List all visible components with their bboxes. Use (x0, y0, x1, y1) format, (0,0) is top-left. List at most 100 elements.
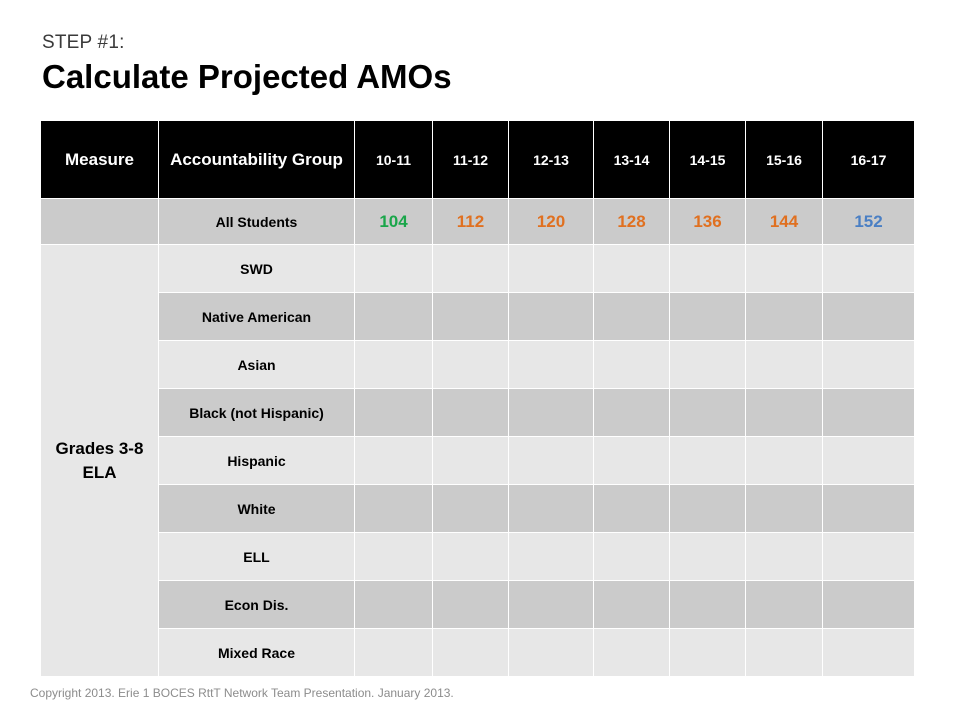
empty-cell (745, 292, 823, 341)
empty-cell (822, 244, 915, 293)
empty-cell (745, 436, 823, 485)
empty-cell (432, 340, 509, 389)
table-row: Black (not Hispanic) (41, 388, 915, 437)
empty-cell (508, 484, 594, 533)
empty-cell (593, 532, 670, 581)
header-year: 12-13 (508, 120, 594, 199)
empty-cell (354, 628, 433, 677)
empty-cell (432, 388, 509, 437)
empty-cell (822, 292, 915, 341)
empty-cell (354, 484, 433, 533)
header-year: 11-12 (432, 120, 509, 199)
empty-cell (508, 388, 594, 437)
empty-cell (354, 388, 433, 437)
amo-value: 104 (354, 198, 433, 245)
empty-cell (354, 532, 433, 581)
empty-cell (822, 532, 915, 581)
empty-cell (745, 532, 823, 581)
empty-cell (593, 244, 670, 293)
table-row: Hispanic (41, 436, 915, 485)
empty-cell (669, 532, 746, 581)
empty-cell (669, 628, 746, 677)
empty-measure-cell (40, 198, 159, 245)
table-row: White (41, 484, 915, 533)
amo-value: 152 (822, 198, 915, 245)
group-label: White (158, 484, 355, 533)
empty-cell (669, 388, 746, 437)
empty-cell (745, 484, 823, 533)
empty-cell (432, 580, 509, 629)
empty-cell (745, 580, 823, 629)
empty-cell (593, 580, 670, 629)
group-label: All Students (158, 198, 355, 245)
header-row: Measure Accountability Group 10-11 11-12… (40, 120, 915, 199)
empty-cell (432, 484, 509, 533)
empty-cell (508, 628, 594, 677)
empty-cell (354, 244, 433, 293)
empty-cell (593, 340, 670, 389)
empty-cell (669, 580, 746, 629)
table-row: Native American (41, 292, 915, 341)
empty-cell (508, 580, 594, 629)
header-measure: Measure (40, 120, 159, 199)
table-row: Asian (41, 340, 915, 389)
header-year: 13-14 (593, 120, 670, 199)
header-year: 16-17 (822, 120, 915, 199)
empty-cell (745, 388, 823, 437)
empty-cell (593, 388, 670, 437)
empty-cell (669, 436, 746, 485)
header-year: 14-15 (669, 120, 746, 199)
empty-cell (669, 340, 746, 389)
empty-cell (354, 292, 433, 341)
empty-cell (354, 436, 433, 485)
copyright-footer: Copyright 2013. Erie 1 BOCES RttT Networ… (30, 686, 454, 700)
empty-cell (593, 628, 670, 677)
amo-value: 136 (669, 198, 746, 245)
empty-cell (354, 340, 433, 389)
slide-title: Calculate Projected AMOs (42, 58, 452, 95)
empty-cell (593, 292, 670, 341)
header-year: 15-16 (745, 120, 823, 199)
empty-cell (745, 244, 823, 293)
empty-cell (822, 436, 915, 485)
empty-cell (508, 436, 594, 485)
group-label: Native American (158, 292, 355, 341)
group-label: Econ Dis. (158, 580, 355, 629)
empty-cell (354, 580, 433, 629)
amo-value: 120 (508, 198, 594, 245)
empty-cell (822, 388, 915, 437)
empty-cell (822, 628, 915, 677)
empty-cell (508, 244, 594, 293)
empty-cell (508, 532, 594, 581)
empty-cell (593, 484, 670, 533)
amo-value: 112 (432, 198, 509, 245)
group-label: SWD (158, 244, 355, 293)
amo-value: 128 (593, 198, 670, 245)
empty-cell (432, 532, 509, 581)
empty-cell (745, 628, 823, 677)
empty-cell (822, 340, 915, 389)
group-label: Hispanic (158, 436, 355, 485)
amo-table: Measure Accountability Group 10-11 11-12… (40, 120, 915, 677)
empty-cell (822, 580, 915, 629)
step-label: STEP #1: (42, 32, 125, 53)
empty-cell (432, 628, 509, 677)
group-label: Black (not Hispanic) (158, 388, 355, 437)
measure-label: Grades 3-8 ELA (40, 244, 159, 677)
header-accountability-group: Accountability Group (158, 120, 355, 199)
empty-cell (669, 244, 746, 293)
empty-cell (669, 292, 746, 341)
empty-cell (508, 340, 594, 389)
empty-cell (669, 484, 746, 533)
table-row: ELL (41, 532, 915, 581)
amo-value: 144 (745, 198, 823, 245)
empty-cell (432, 244, 509, 293)
empty-cell (432, 292, 509, 341)
table-row: Grades 3-8 ELA SWD (40, 244, 915, 677)
all-students-row: All Students 104 112 120 128 136 144 152 (40, 198, 915, 245)
header-year: 10-11 (354, 120, 433, 199)
table-row: Econ Dis. (41, 580, 915, 629)
group-label: Asian (158, 340, 355, 389)
empty-cell (745, 340, 823, 389)
empty-cell (432, 436, 509, 485)
